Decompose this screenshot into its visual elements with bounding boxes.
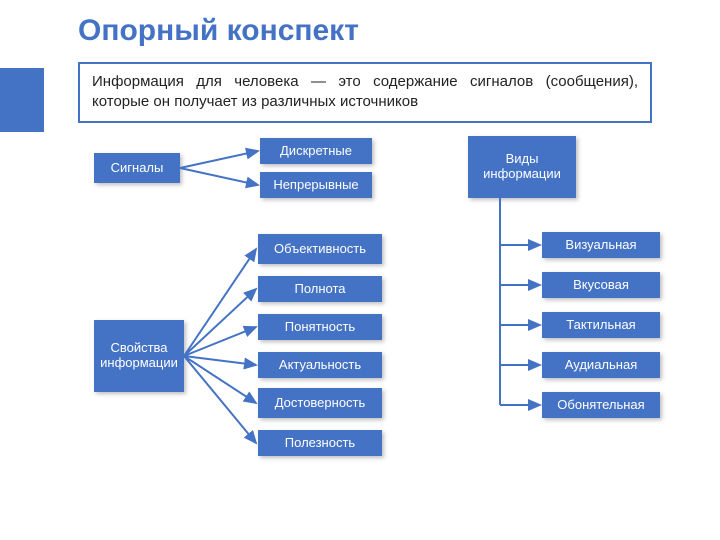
node-clarity: Понятность xyxy=(258,314,382,340)
node-objectivity: Объективность xyxy=(258,234,382,264)
node-discrete: Дискретные xyxy=(260,138,372,164)
node-actuality: Актуальность xyxy=(258,352,382,378)
definition-text: Информация для человека — это содержание… xyxy=(92,73,638,110)
node-tactile: Тактильная xyxy=(542,312,660,338)
node-reliability: Достоверность xyxy=(258,388,382,418)
node-smell: Обонятельная xyxy=(542,392,660,418)
node-continuous: Непрерывные xyxy=(260,172,372,198)
page-title: Опорный конспект xyxy=(78,14,359,48)
node-completeness: Полнота xyxy=(258,276,382,302)
node-usefulness: Полезность xyxy=(258,430,382,456)
definition-box: Информация для человека — это содержание… xyxy=(78,62,652,123)
node-props: Свойства информации xyxy=(94,320,184,392)
node-audio: Аудиальная xyxy=(542,352,660,378)
node-taste: Вкусовая xyxy=(542,272,660,298)
node-visual: Визуальная xyxy=(542,232,660,258)
node-signals: Сигналы xyxy=(94,153,180,183)
left-accent-bar xyxy=(0,68,44,132)
node-kinds: Виды информации xyxy=(468,136,576,198)
